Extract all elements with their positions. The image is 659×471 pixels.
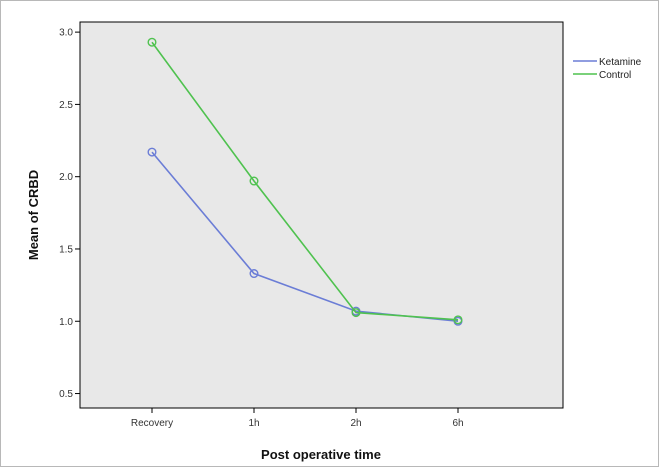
data-point-control	[147, 37, 157, 47]
x-tick-label: 1h	[248, 418, 259, 429]
legend-label: Ketamine	[599, 57, 642, 68]
x-tick-label: 6h	[452, 418, 463, 429]
x-tick-label: 2h	[350, 418, 361, 429]
legend: Ketamine Control	[573, 57, 642, 81]
y-tick-label: 2.0	[59, 172, 73, 183]
data-point-ketamine	[249, 269, 259, 279]
y-axis-title: Mean of CRBD	[26, 170, 41, 260]
x-tick-label: Recovery	[131, 418, 173, 429]
series-line-control	[151, 41, 459, 321]
y-axis: 0.5 1.0 1.5 2.0 2.5 3.0	[59, 28, 80, 400]
data-point-control	[249, 176, 259, 186]
y-tick-label: 3.0	[59, 28, 73, 39]
legend-label: Control	[599, 70, 631, 81]
y-tick-label: 1.0	[59, 317, 73, 328]
data-point-control	[453, 315, 463, 325]
plot-area	[79, 21, 564, 409]
data-point-control	[351, 308, 361, 318]
x-axis-title: Post operative time	[261, 447, 381, 462]
data-point-ketamine	[147, 147, 157, 157]
y-tick-label: 2.5	[59, 100, 73, 111]
y-tick-label: 0.5	[59, 389, 73, 400]
y-tick-label: 1.5	[59, 244, 73, 255]
series-layer	[147, 37, 463, 326]
x-axis: Recovery 1h 2h 6h	[131, 408, 464, 429]
